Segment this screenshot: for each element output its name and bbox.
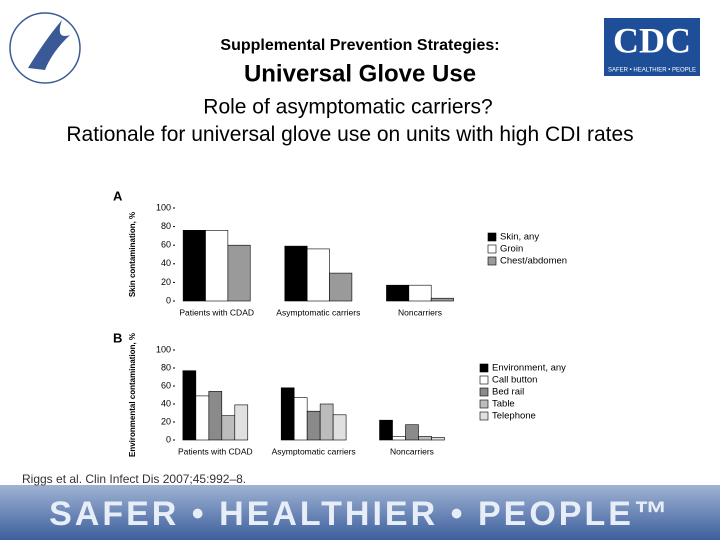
hhs-logo bbox=[9, 12, 81, 84]
y-tick-label: 100 bbox=[156, 202, 171, 212]
x-tick-label: Noncarriers bbox=[390, 446, 434, 456]
cdc-tagline: SAFER • HEALTHIER • PEOPLE bbox=[608, 68, 696, 74]
y-tick-label: 40 bbox=[161, 258, 171, 268]
legend-label: Call button bbox=[492, 375, 537, 386]
bar bbox=[418, 436, 432, 441]
bar bbox=[332, 414, 347, 441]
bar bbox=[319, 403, 334, 441]
bar bbox=[329, 272, 353, 302]
y-tick-label: 40 bbox=[161, 398, 171, 408]
y-axis-label: Skin contamination, % bbox=[128, 212, 137, 297]
bar bbox=[379, 419, 393, 441]
legend-swatch bbox=[487, 232, 497, 242]
legend-label: Bed rail bbox=[492, 387, 524, 398]
bar bbox=[306, 248, 330, 302]
legend-swatch bbox=[479, 411, 489, 421]
x-tick-label: Asymptomatic carriers bbox=[272, 446, 356, 456]
legend-swatch bbox=[479, 399, 489, 409]
bar bbox=[205, 230, 229, 302]
bar bbox=[208, 391, 223, 441]
bar bbox=[293, 397, 308, 441]
question: Role of asymptomatic carriers? bbox=[203, 96, 492, 119]
legend-swatch bbox=[479, 375, 489, 385]
rationale: Rationale for universal glove use on uni… bbox=[66, 123, 634, 146]
legend-label: Chest/abdomen bbox=[500, 256, 567, 267]
legend-swatch bbox=[487, 256, 497, 266]
y-tick-label: 0 bbox=[166, 434, 171, 444]
panel-label: A bbox=[113, 188, 123, 203]
bar bbox=[284, 245, 308, 302]
legend-label: Table bbox=[492, 399, 515, 410]
legend-label: Telephone bbox=[492, 411, 536, 422]
legend-swatch bbox=[487, 244, 497, 254]
x-tick-label: Patients with CDAD bbox=[178, 446, 253, 456]
legend-label: Environment, any bbox=[492, 363, 566, 374]
title: Universal Glove Use bbox=[244, 60, 476, 87]
panel-label: B bbox=[113, 330, 122, 345]
bar bbox=[182, 230, 206, 302]
bar bbox=[392, 436, 406, 441]
footer: SAFER • HEALTHIER • PEOPLE™ bbox=[49, 495, 671, 533]
footer-banner bbox=[0, 485, 720, 540]
bar bbox=[405, 424, 419, 441]
y-tick-label: 0 bbox=[166, 295, 171, 305]
bar bbox=[182, 370, 197, 441]
bar bbox=[280, 387, 295, 441]
bar bbox=[221, 415, 236, 441]
y-tick-label: 60 bbox=[161, 380, 171, 390]
y-tick-label: 80 bbox=[161, 221, 171, 231]
y-tick-label: 20 bbox=[161, 416, 171, 426]
bar bbox=[195, 395, 210, 441]
bar bbox=[234, 404, 249, 441]
bar bbox=[430, 297, 454, 302]
y-tick-label: 100 bbox=[156, 344, 171, 354]
cdc-logo: CDC bbox=[613, 20, 691, 60]
x-tick-label: Asymptomatic carriers bbox=[276, 307, 360, 317]
bar bbox=[306, 410, 321, 441]
rationale-box: Rationale for universal glove use on uni… bbox=[66, 123, 634, 146]
x-tick-label: Noncarriers bbox=[398, 307, 442, 317]
x-tick-label: Patients with CDAD bbox=[179, 307, 254, 317]
bar bbox=[408, 284, 432, 302]
legend-swatch bbox=[479, 363, 489, 373]
y-axis-label: Environmental contamination, % bbox=[128, 333, 137, 457]
legend-swatch bbox=[479, 387, 489, 397]
bar bbox=[431, 436, 445, 441]
y-tick-label: 60 bbox=[161, 240, 171, 250]
bar bbox=[227, 244, 251, 302]
kicker: Supplemental Prevention Strategies: bbox=[220, 37, 499, 54]
y-tick-label: 20 bbox=[161, 277, 171, 287]
cdc-logo-box bbox=[604, 18, 700, 76]
y-tick-label: 80 bbox=[161, 362, 171, 372]
citation: Riggs et al. Clin Infect Dis 2007;45:992… bbox=[22, 472, 246, 486]
legend-label: Groin bbox=[500, 244, 523, 255]
bar bbox=[386, 284, 410, 302]
legend-label: Skin, any bbox=[500, 232, 539, 243]
